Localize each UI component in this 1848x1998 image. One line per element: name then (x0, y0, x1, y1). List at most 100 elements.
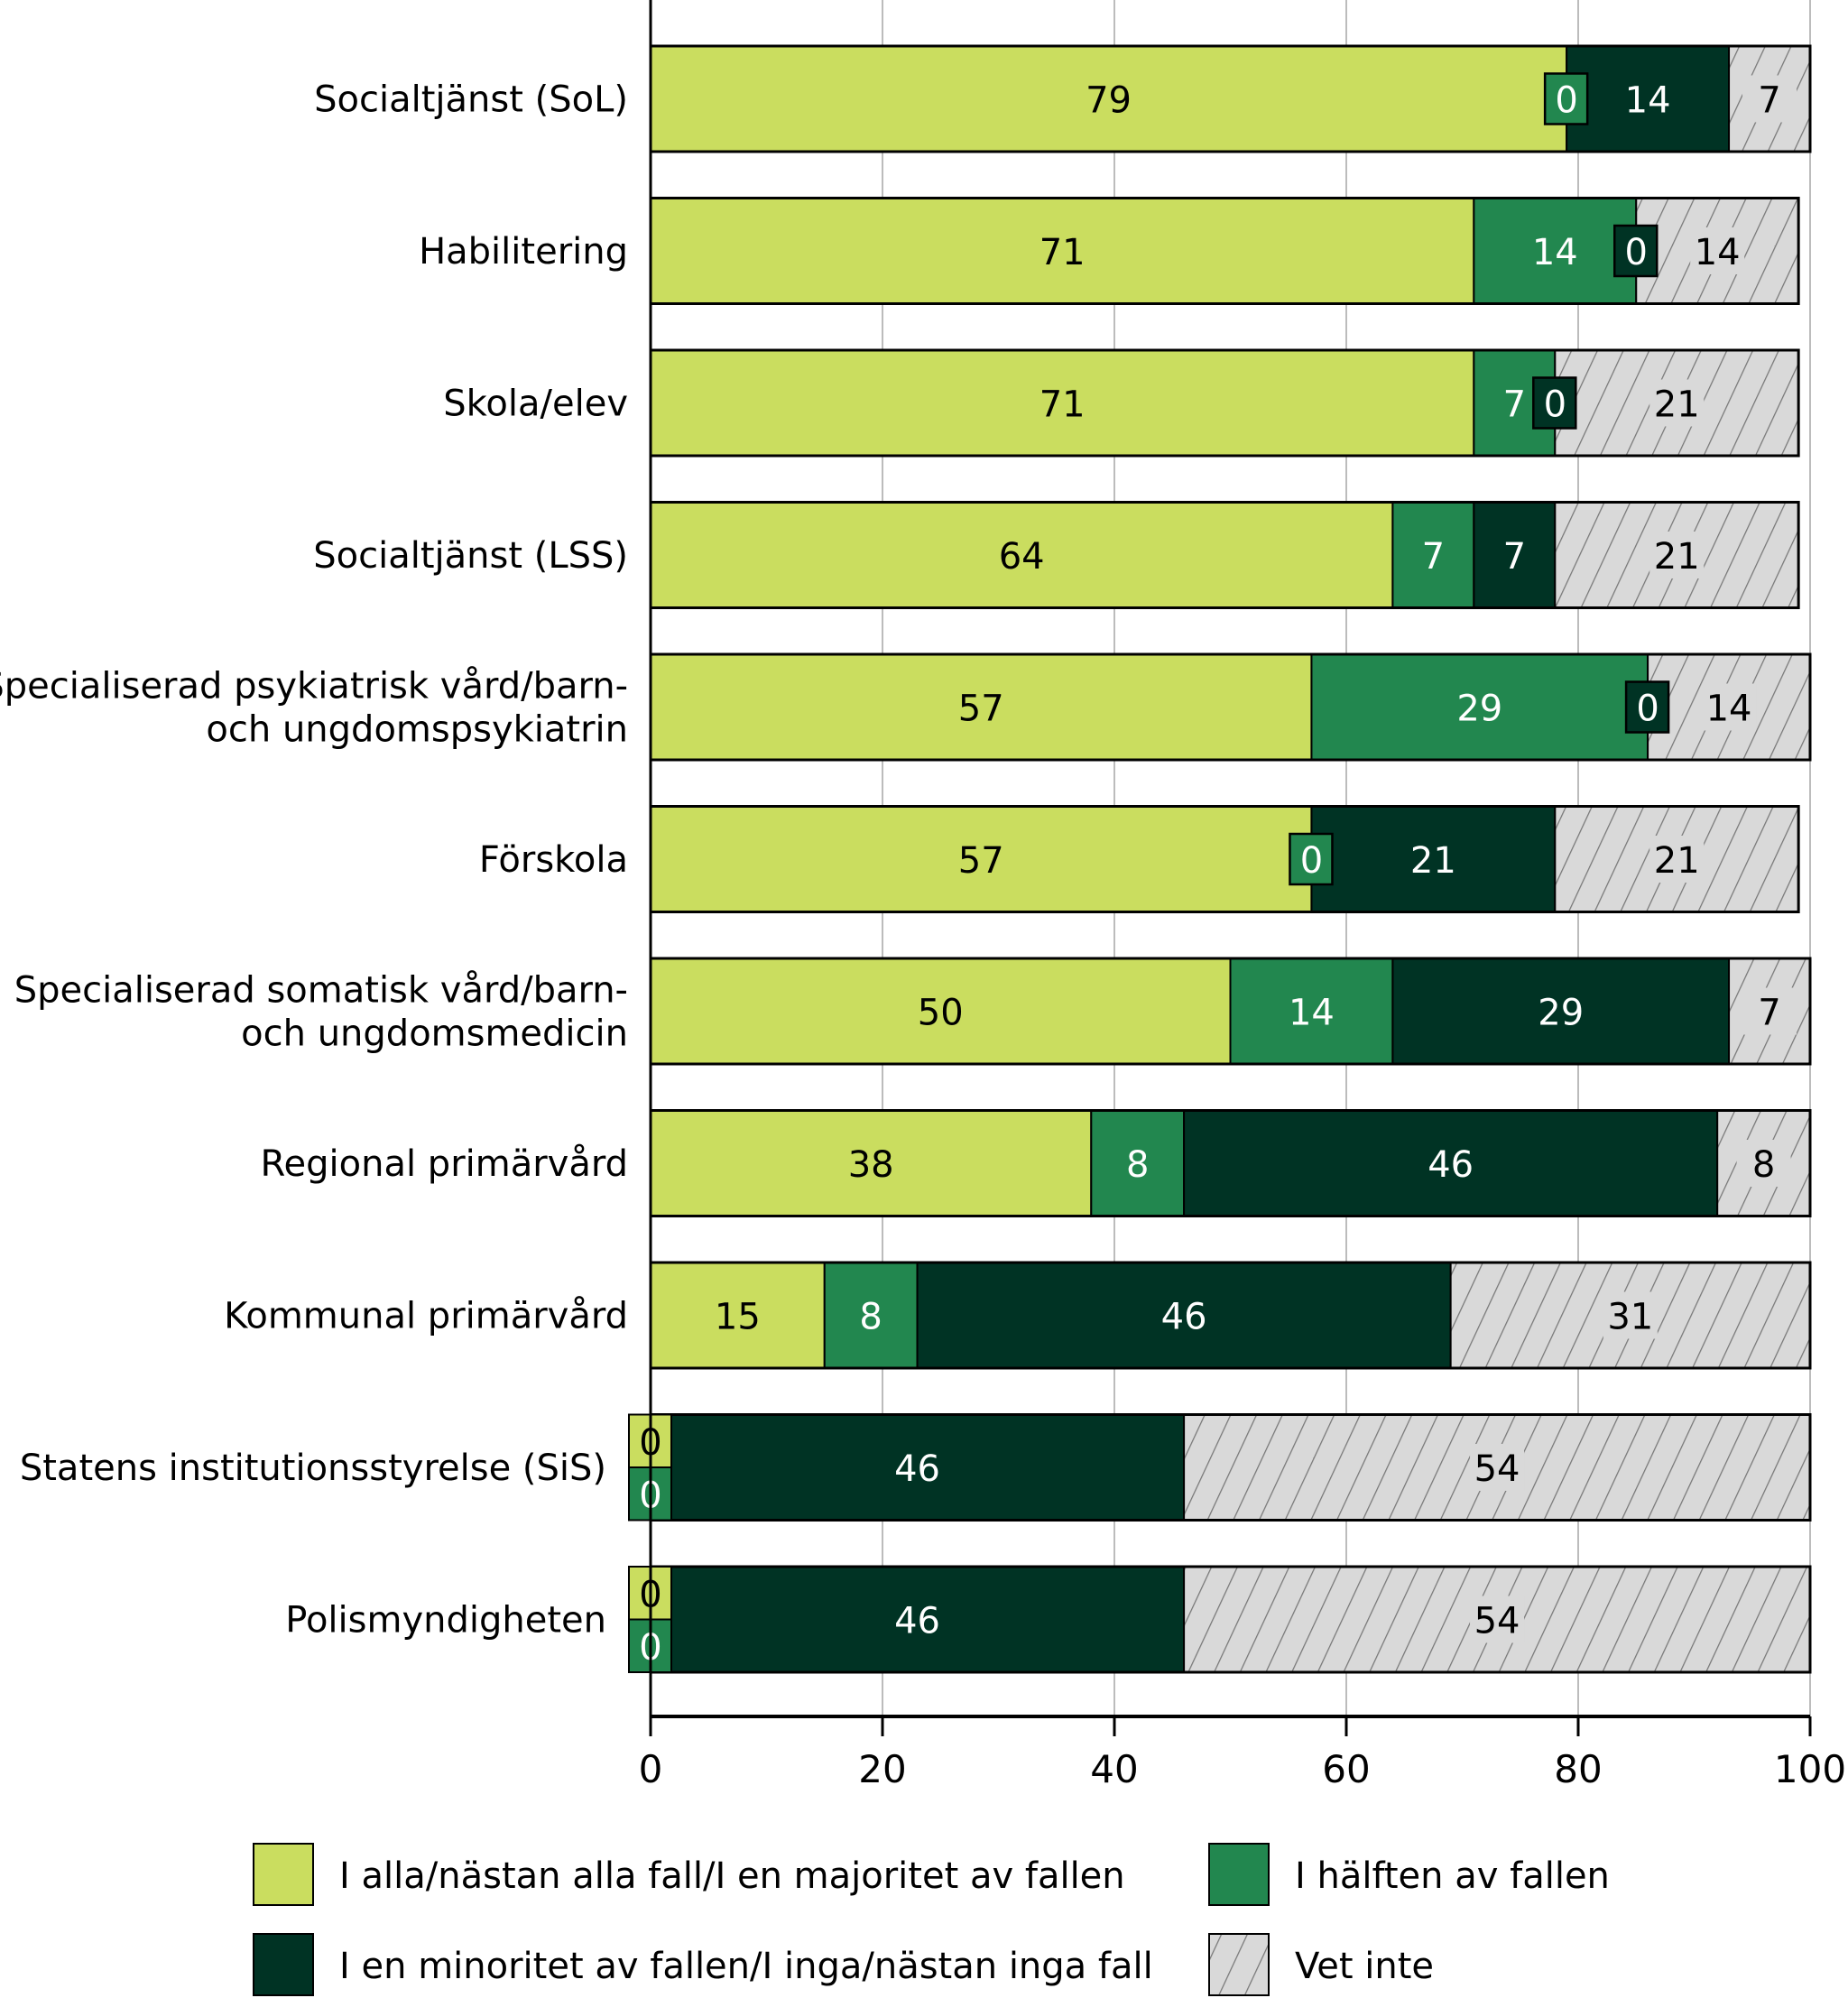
data-label: 31 (1607, 1297, 1653, 1338)
data-label: 79 (1086, 80, 1132, 122)
data-label: 57 (958, 689, 1004, 730)
data-label: 46 (894, 1601, 940, 1642)
category-label: Socialtjänst (LSS) (313, 535, 628, 577)
bar-row: Specialiserad somatisk vård/barn-och ung… (14, 957, 1812, 1066)
data-label: 7 (1758, 80, 1780, 122)
label-background (1470, 1596, 1525, 1643)
category-label: Specialiserad psykiatrisk vård/barn-och … (0, 666, 628, 751)
category-label: Specialiserad somatisk vård/barn-och ung… (14, 970, 628, 1055)
data-label: 14 (1289, 993, 1335, 1034)
data-label: 21 (1654, 840, 1700, 882)
data-label: 46 (1161, 1297, 1207, 1338)
data-label: 54 (1474, 1448, 1520, 1490)
data-label: 46 (894, 1448, 940, 1490)
category-label-line: Kommunal primärvård (224, 1296, 628, 1337)
x-tick-label: 100 (1774, 1747, 1846, 1791)
category-label-line: Socialtjänst (SoL) (314, 79, 628, 121)
data-label: 21 (1654, 536, 1700, 578)
legend-swatch (1208, 1843, 1270, 1906)
category-label: Regional primärvård (261, 1143, 628, 1185)
bar-segment (1310, 805, 1557, 913)
bar-segment (650, 45, 1568, 153)
bar-row: Habilitering 71 14 14 0 (419, 197, 1800, 305)
label-background (1649, 836, 1705, 883)
category-label: Skola/elev (443, 384, 628, 425)
legend-label: I en minoritet av fallen/I inga/nästan i… (339, 1946, 1153, 1987)
data-label: 8 (1752, 1144, 1775, 1186)
category-label: Statens institutionsstyrelse (SiS) (20, 1448, 606, 1489)
bar-row: Kommunal primärvård 15 8 46 31 (224, 1261, 1812, 1370)
category-label-line: Statens institutionsstyrelse (SiS) (20, 1448, 606, 1489)
x-tick-label: 60 (1322, 1747, 1370, 1791)
legend-label: Vet inte (1295, 1946, 1434, 1987)
x-tick-label: 40 (1090, 1747, 1138, 1791)
category-label: Kommunal primärvård (224, 1296, 628, 1337)
zero-marker (1624, 680, 1670, 734)
bar-row: Förskola 57 21 21 0 (479, 805, 1800, 913)
bar-row: Socialtjänst (LSS) 64 7 7 21 (313, 501, 1800, 609)
data-label: 38 (848, 1144, 894, 1186)
bar-row: Socialtjänst (SoL) 79 14 7 0 (314, 44, 1812, 153)
data-label: 21 (1410, 840, 1456, 882)
bar-segment (650, 805, 1313, 913)
zero-marker (1532, 376, 1577, 430)
bar-row: Skola/elev 71 7 21 0 (443, 348, 1800, 458)
category-label: Polismyndigheten (285, 1600, 606, 1642)
category-label-line: Socialtjänst (LSS) (313, 535, 628, 577)
bar-segment (650, 1413, 1186, 1522)
category-label-line: Skola/elev (443, 384, 628, 425)
x-tick-label: 0 (639, 1747, 663, 1791)
data-label: 71 (1040, 232, 1086, 273)
category-label-line: Polismyndigheten (285, 1600, 606, 1642)
legend-item: I alla/nästan alla fall/I en majoritet a… (253, 1843, 1125, 1906)
data-label: 21 (1654, 384, 1700, 426)
x-tick-label: 20 (858, 1747, 906, 1791)
data-label: 8 (1126, 1144, 1149, 1186)
category-label-line: Habilitering (419, 231, 628, 273)
data-label: 14 (1695, 232, 1741, 273)
data-label: 0 (1300, 840, 1323, 882)
label-background (1649, 532, 1705, 578)
bar-row: Specialiserad psykiatrisk vård/barn-och … (0, 652, 1812, 762)
bar-segment (650, 1109, 1093, 1217)
data-label: 7 (1503, 536, 1526, 578)
legend-swatch (253, 1843, 314, 1906)
data-label: 54 (1474, 1601, 1520, 1642)
data-label: 0 (1544, 384, 1566, 426)
category-label-line: Specialiserad somatisk vård/barn- (14, 970, 628, 1012)
data-label: 50 (918, 993, 964, 1034)
data-label: 0 (1625, 232, 1648, 273)
data-label: 8 (859, 1297, 882, 1338)
data-label: 0 (1555, 80, 1577, 122)
data-label: 57 (958, 840, 1004, 882)
data-label: 46 (1428, 1144, 1474, 1186)
data-label: 29 (1456, 689, 1502, 730)
bar-row: Regional primärvård 38 8 46 8 (261, 1109, 1812, 1217)
data-label: 7 (1503, 384, 1526, 426)
category-label-line: och ungdomsmedicin (241, 1013, 628, 1055)
bar-segment (650, 501, 1394, 609)
label-background (1690, 227, 1745, 274)
legend-label: I hälften av fallen (1295, 1855, 1610, 1897)
legend: I alla/nästan alla fall/I en majoritet a… (253, 1843, 1610, 1996)
bar-segment (1473, 501, 1557, 609)
bar-segment (1473, 197, 1638, 305)
data-label: 71 (1040, 384, 1086, 426)
data-label: 14 (1706, 689, 1752, 730)
label-background (1603, 1291, 1658, 1339)
data-label: 14 (1532, 232, 1578, 273)
data-label: 7 (1422, 536, 1445, 578)
category-label: Förskola (479, 839, 628, 881)
data-label: 64 (999, 536, 1045, 578)
category-label: Socialtjänst (SoL) (314, 79, 628, 121)
label-background (1702, 683, 1757, 731)
legend-item: I en minoritet av fallen/I inga/nästan i… (253, 1933, 1153, 1996)
label-background (1470, 1444, 1525, 1491)
data-label: 7 (1758, 993, 1780, 1034)
legend-swatch (1208, 1933, 1270, 1996)
legend-item: I hälften av fallen (1208, 1843, 1610, 1906)
data-label: 0 (1636, 689, 1659, 730)
